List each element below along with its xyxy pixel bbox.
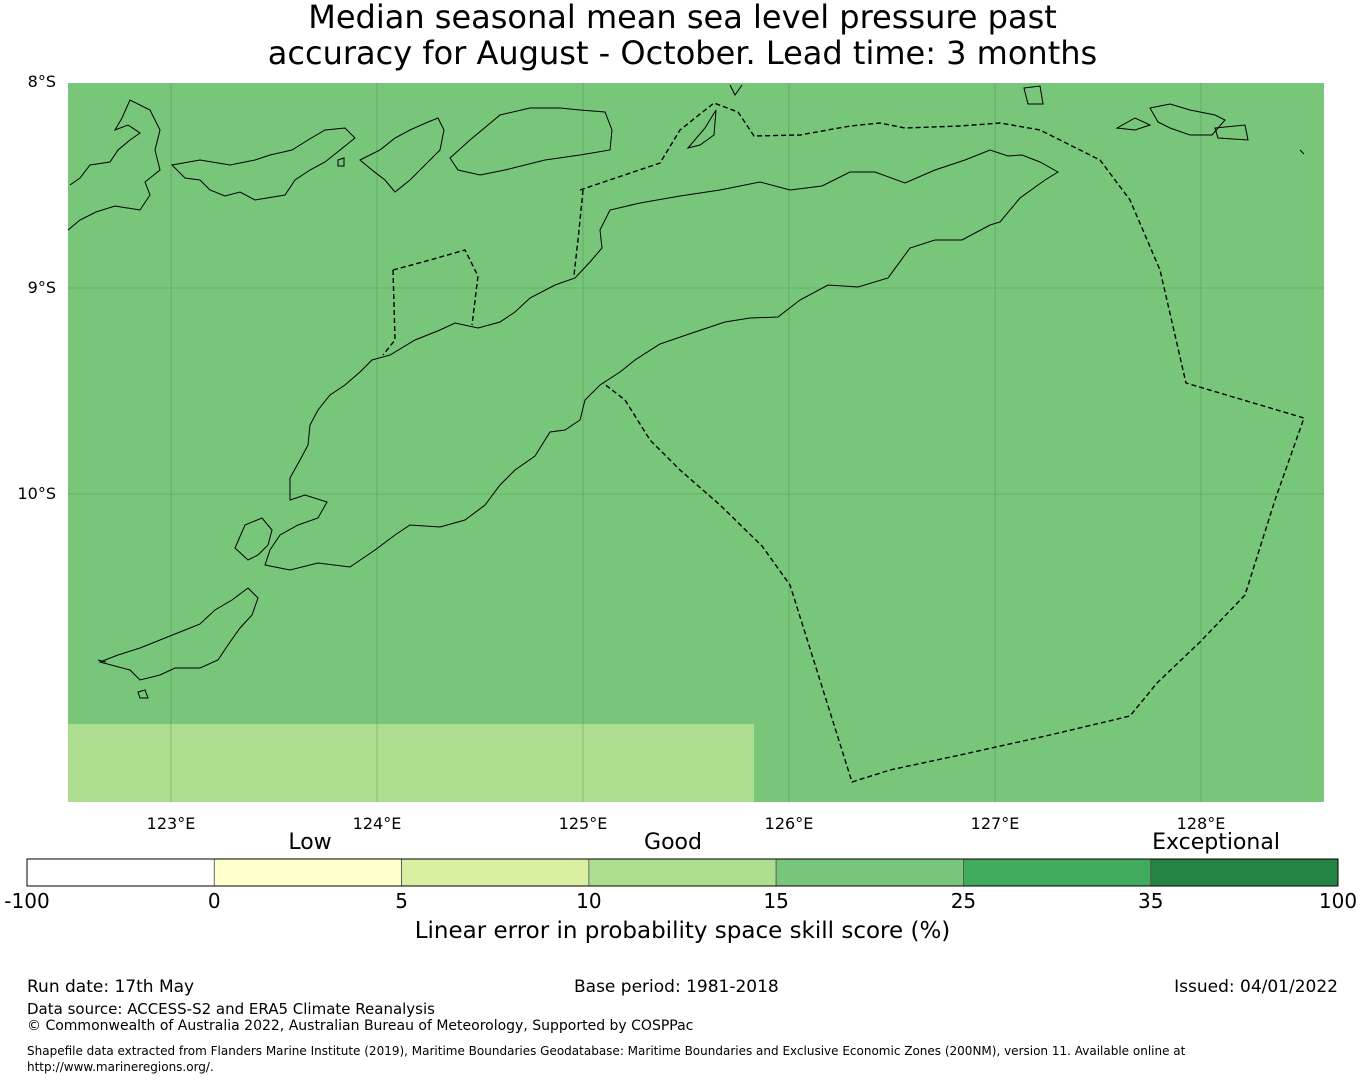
small-island-2 <box>1214 124 1249 141</box>
lon-label-126e: 126°E <box>764 814 814 833</box>
lon-label-124e: 124°E <box>352 814 402 833</box>
timor-island-coastline <box>264 149 1059 571</box>
run-date: Run date: 17th May <box>27 977 195 997</box>
eez-boundary-timor-leste <box>579 102 1305 783</box>
colorbar-tick-label: 5 <box>395 889 408 913</box>
alor-island-coastline <box>449 107 613 176</box>
sumba-island-coastline <box>98 587 259 681</box>
data-source: Data source: ACCESS-S2 and ERA5 Climate … <box>27 1000 435 1018</box>
colorbar-tick-label: -100 <box>4 889 50 913</box>
lembata-island-coastline <box>359 117 445 193</box>
small-island-3 <box>686 109 717 149</box>
lon-label-128e: 128°E <box>1176 814 1226 833</box>
lat-label-8s: 8°S <box>27 72 56 91</box>
solor-island-coastline <box>170 127 356 201</box>
kisar-island-coastline <box>1115 117 1152 131</box>
colorbar-tick-label: 100 <box>1318 889 1358 913</box>
category-label-exceptional: Exceptional <box>1152 830 1280 855</box>
lon-label-123e: 123°E <box>146 814 196 833</box>
colorbar-tick-label: 25 <box>950 889 977 913</box>
lat-label-10s: 10°S <box>17 484 56 503</box>
category-label-good: Good <box>644 830 702 855</box>
shapefile-credit-line-1: Shapefile data extracted from Flanders M… <box>27 1044 1186 1058</box>
shapefile-credit-line-2: http://www.marineregions.org/. <box>27 1060 214 1074</box>
small-island-4 <box>729 84 743 96</box>
flores-island-coastline <box>67 99 161 231</box>
lat-label-9s: 9°S <box>27 278 56 297</box>
category-label-low: Low <box>288 830 332 855</box>
small-island-6 <box>137 689 149 699</box>
small-island-1 <box>1023 85 1044 105</box>
rote-island-coastline <box>234 517 273 561</box>
colorbar-bin-4 <box>775 858 964 887</box>
colorbar-bin-6 <box>1150 858 1339 887</box>
eez-boundary-oecusse <box>382 249 479 356</box>
graticule <box>68 83 1324 802</box>
colorbar-outline <box>26 858 1339 887</box>
colorbar-title: Linear error in probability space skill … <box>414 918 951 944</box>
small-island-5 <box>97 659 107 663</box>
maritime-boundaries <box>382 102 1305 783</box>
colorbar <box>26 858 1339 887</box>
issued-date: Issued: 04/01/2022 <box>1174 977 1338 997</box>
map-title-line-2: accuracy for August - October. Lead time… <box>267 34 1098 72</box>
colorbar-tick-label: 10 <box>576 889 602 913</box>
skill-region-main <box>68 83 1324 802</box>
colorbar-tick-label: 35 <box>1137 889 1164 913</box>
base-period: Base period: 1981-2018 <box>574 977 779 997</box>
colorbar-bin-3 <box>588 858 777 887</box>
coastlines <box>67 84 1305 699</box>
copyright: © Commonwealth of Australia 2022, Austra… <box>27 1018 694 1034</box>
colorbar-tick-label: 15 <box>763 889 789 913</box>
eez-boundary-west <box>573 189 584 276</box>
colorbar-bin-2 <box>401 858 590 887</box>
lon-label-125e: 125°E <box>558 814 608 833</box>
colorbar-bin-0 <box>26 858 215 887</box>
small-island-8 <box>1299 149 1305 155</box>
map-title-line-1: Median seasonal mean sea level pressure … <box>308 0 1057 36</box>
colorbar-bin-5 <box>963 858 1152 887</box>
small-island-7 <box>337 157 345 167</box>
lon-label-127e: 127°E <box>970 814 1020 833</box>
skill-region-lower-left <box>68 724 754 802</box>
colorbar-tick-label: 0 <box>207 889 221 913</box>
colorbar-bin-1 <box>213 858 402 887</box>
